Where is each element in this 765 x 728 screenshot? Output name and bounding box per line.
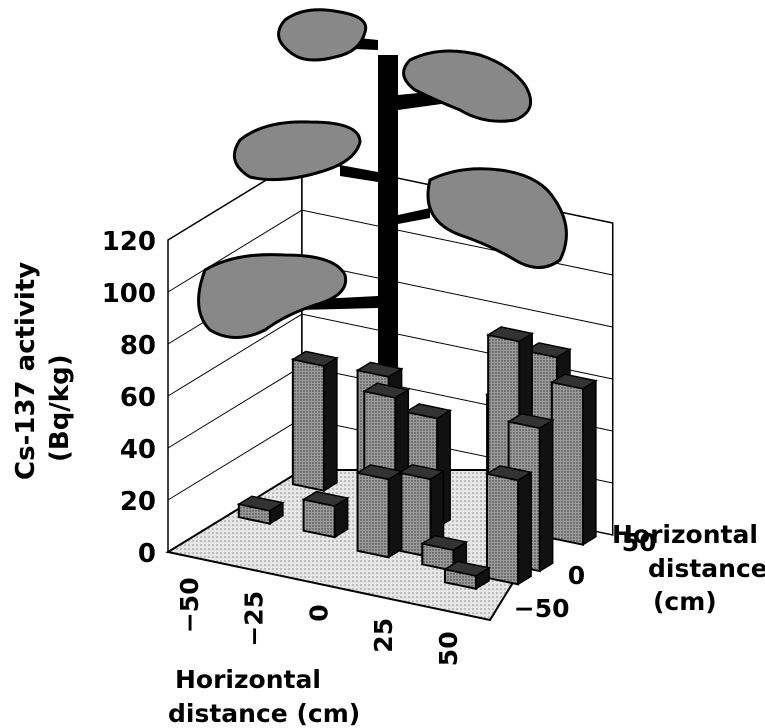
- bar-top: [486, 326, 535, 343]
- y-tick-label: 0: [568, 561, 585, 590]
- bar-front: [550, 380, 584, 546]
- bar-top: [362, 382, 411, 399]
- bar-top: [420, 534, 469, 551]
- bar-side: [582, 379, 597, 547]
- z-tick-label: 40: [120, 435, 156, 465]
- bars-group: [236, 326, 598, 591]
- x-tick-label: 0: [304, 604, 333, 621]
- bar-top: [355, 464, 404, 481]
- z-tick-label: 60: [120, 383, 156, 413]
- bar-side: [517, 471, 532, 586]
- bar-top: [397, 463, 446, 480]
- x-axis-label-line2: distance (cm): [168, 699, 360, 728]
- bar-top: [355, 361, 404, 378]
- bar: [485, 465, 534, 586]
- bar-front: [291, 358, 325, 492]
- bar-side: [538, 418, 554, 573]
- canopy-upper-right: [402, 49, 533, 123]
- bar-top: [442, 560, 491, 577]
- bar: [442, 560, 491, 591]
- bar-top: [506, 412, 555, 429]
- bar-top: [523, 342, 572, 359]
- z-tick-label: 20: [120, 487, 156, 517]
- x-tick-label: −50: [175, 577, 204, 633]
- bar: [355, 464, 404, 559]
- z-axis-ticks: 0 20 40 60 80 100 120: [102, 227, 156, 569]
- y-axis-label-line1: Horizontal: [612, 520, 758, 549]
- bar-side: [323, 356, 338, 493]
- y-axis-label-line2: distance: [648, 554, 765, 583]
- canopy-mid-right: [426, 167, 568, 269]
- bar-top: [290, 350, 339, 367]
- bar: [549, 373, 598, 547]
- bar-top: [236, 495, 285, 512]
- z-tick-label: 100: [102, 279, 156, 309]
- y-axis-label-line3: (cm): [653, 587, 717, 616]
- z-tick-label: 120: [102, 227, 156, 257]
- x-tick-label: 50: [434, 631, 463, 666]
- bar-top: [404, 403, 453, 420]
- bar-top: [301, 490, 350, 507]
- canopy-mid-left: [232, 120, 362, 182]
- bar: [236, 495, 285, 526]
- bar-front: [356, 471, 390, 559]
- bar: [420, 534, 469, 573]
- y-tick-label: 50: [622, 528, 657, 557]
- canopy-lower-left: [197, 253, 348, 339]
- z-tick-label: 80: [120, 331, 156, 361]
- bar: [301, 490, 350, 539]
- bar-top: [549, 373, 598, 390]
- y-axis-ticks: −50 0 50: [514, 528, 657, 623]
- x-tick-label: 25: [369, 618, 398, 653]
- x-tick-label: −25: [240, 591, 269, 647]
- bar-top: [485, 465, 534, 482]
- canopy-top: [277, 8, 368, 62]
- bar-side: [387, 470, 403, 559]
- z-axis-label-line2: (Bq/kg): [45, 354, 75, 462]
- y-tick-label: −50: [514, 594, 570, 623]
- bar: [290, 350, 339, 493]
- x-axis-label-line1: Horizontal: [175, 665, 321, 694]
- z-axis-label-line1: Cs-137 activity: [11, 262, 41, 480]
- z-tick-label: 0: [138, 539, 156, 569]
- x-axis-ticks: −50 −25 0 25 50: [175, 577, 463, 666]
- bar-front: [486, 472, 520, 586]
